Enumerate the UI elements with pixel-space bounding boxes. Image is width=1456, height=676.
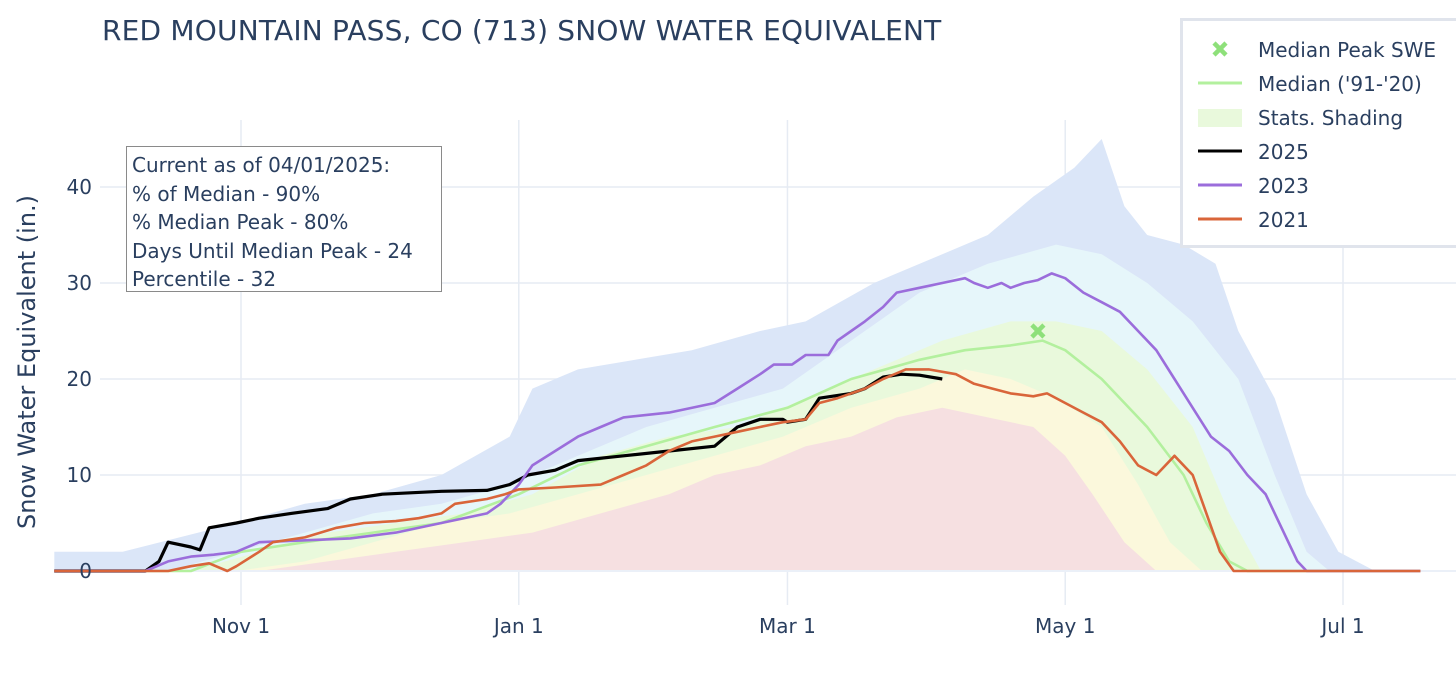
legend-item[interactable]: 2025 xyxy=(1183,137,1456,167)
legend-item[interactable]: 2021 xyxy=(1183,205,1456,235)
legend-label: Median ('91-'20) xyxy=(1258,72,1422,96)
markers xyxy=(1030,323,1046,339)
legend-item[interactable]: Median Peak SWE xyxy=(1183,35,1456,65)
chart-title: RED MOUNTAIN PASS, CO (713) SNOW WATER E… xyxy=(102,14,942,47)
legend-item[interactable]: 2023 xyxy=(1183,171,1456,201)
legend-label: Median Peak SWE xyxy=(1258,38,1437,62)
series-median-91-20 xyxy=(54,339,1421,573)
legend-item[interactable]: Stats. Shading xyxy=(1183,103,1456,133)
x-tick-label: Mar 1 xyxy=(759,614,816,638)
x-tick-label: May 1 xyxy=(1035,614,1095,638)
current-status-box: Current as of 04/01/2025: % of Median - … xyxy=(126,146,442,292)
stat-bands xyxy=(54,139,1421,571)
y-tick-label: 30 xyxy=(67,271,92,295)
x-tick-label: Nov 1 xyxy=(212,614,270,638)
info-days-until-peak: Days Until Median Peak - 24 xyxy=(132,238,413,263)
legend-label: 2025 xyxy=(1258,140,1309,164)
y-tick-label: 0 xyxy=(79,559,92,583)
x-tick-label: Jan 1 xyxy=(492,614,544,638)
legend-line-icon xyxy=(1198,217,1242,221)
legend-band-icon xyxy=(1198,109,1242,127)
info-percentile: Percentile - 32 xyxy=(132,267,277,292)
info-pct-median: % of Median - 90% xyxy=(132,181,321,206)
y-axis-title: Snow Water Equivalent (in.) xyxy=(13,195,41,529)
info-date-line: Current as of 04/01/2025: xyxy=(132,153,391,177)
y-tick-label: 10 xyxy=(67,463,92,487)
y-tick-label: 20 xyxy=(67,367,92,391)
median-peak-marker xyxy=(1030,323,1046,339)
legend-item[interactable]: Median ('91-'20) xyxy=(1183,69,1456,99)
p10-band xyxy=(54,407,1421,571)
legend-marker-icon xyxy=(1212,41,1228,57)
legend-line-icon xyxy=(1198,81,1242,85)
legend-label: Stats. Shading xyxy=(1258,106,1404,130)
info-pct-median-peak: % Median Peak - 80% xyxy=(132,210,349,235)
series-2025 xyxy=(54,372,943,573)
x-tick-label: Jul 1 xyxy=(1319,614,1364,638)
y-tick-label: 40 xyxy=(67,175,92,199)
series-2023 xyxy=(54,272,1421,573)
x-tick-labels: Nov 1 Jan 1 Mar 1 May 1 Jul 1 xyxy=(212,614,1365,638)
series-lines xyxy=(54,272,1421,573)
legend: Median Peak SWE Median ('91-'20) Stats. Sh… xyxy=(1180,18,1456,248)
legend-line-icon xyxy=(1198,149,1242,153)
legend-label: 2023 xyxy=(1258,174,1309,198)
series-2021 xyxy=(54,368,1421,573)
legend-label: 2021 xyxy=(1258,208,1309,232)
y-tick-labels: 0 10 20 30 40 xyxy=(67,175,92,583)
legend-line-icon xyxy=(1198,183,1242,187)
